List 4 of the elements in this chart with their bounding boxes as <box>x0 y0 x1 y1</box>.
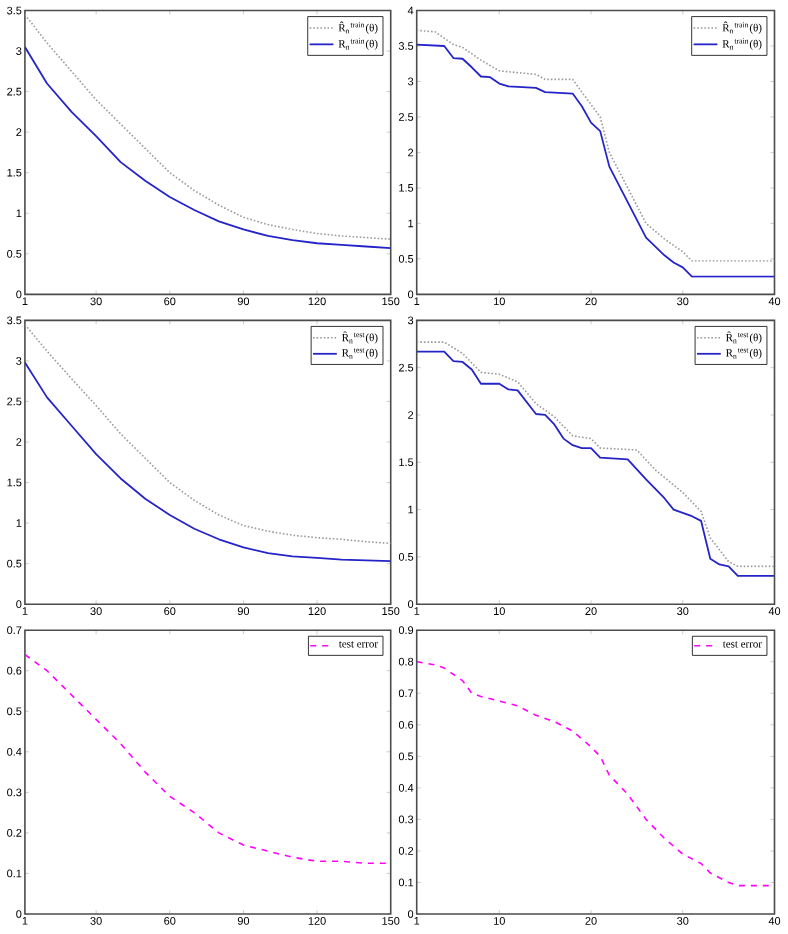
line-series <box>25 323 392 545</box>
line-series <box>25 46 392 250</box>
line-series <box>417 660 775 887</box>
line-series <box>25 361 392 563</box>
